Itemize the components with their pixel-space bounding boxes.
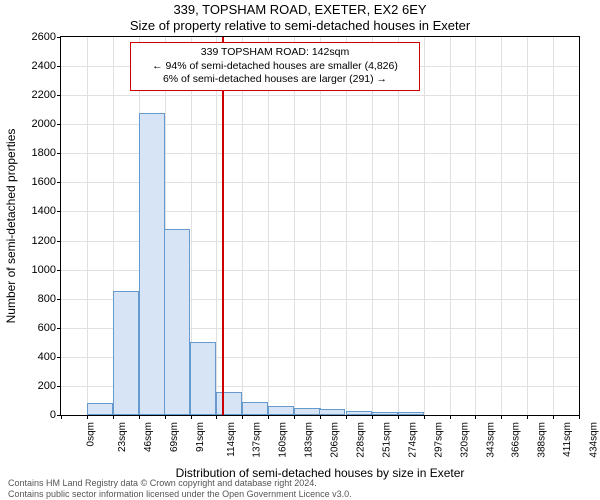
histogram-bar [139, 113, 165, 415]
gridline-vertical [553, 37, 554, 415]
histogram-bar [242, 402, 268, 415]
y-tick-label: 1000 [16, 264, 56, 276]
y-tick-label: 600 [16, 322, 56, 334]
gridline-vertical [320, 37, 321, 415]
x-tick-label: 114sqm [225, 422, 236, 457]
y-tick-label: 2000 [16, 118, 56, 130]
gridline-vertical [501, 37, 502, 415]
x-tick-label: 46sqm [143, 422, 154, 452]
x-tick-label: 91sqm [195, 422, 206, 452]
x-tick-label: 0sqm [85, 422, 96, 446]
chart-container: 339, TOPSHAM ROAD, EXETER, EX2 6EY Size … [0, 0, 600, 500]
gridline-vertical [450, 37, 451, 415]
x-tick-label: 137sqm [252, 422, 263, 458]
x-tick-label: 23sqm [117, 422, 128, 452]
x-tick-label: 251sqm [381, 422, 392, 458]
x-tick-label: 228sqm [356, 422, 367, 458]
annotation-line-3: 6% of semi-detached houses are larger (2… [137, 73, 413, 87]
y-tick-label: 1800 [16, 147, 56, 159]
annotation-box: 339 TOPSHAM ROAD: 142sqm ← 94% of semi-d… [130, 42, 420, 91]
histogram-bar [190, 342, 216, 415]
x-tick-label: 297sqm [433, 422, 444, 458]
gridline-vertical [268, 37, 269, 415]
x-tick-label: 366sqm [511, 422, 522, 458]
annotation-line-1: 339 TOPSHAM ROAD: 142sqm [137, 46, 413, 60]
footer-text: Contains HM Land Registry data © Crown c… [8, 478, 352, 499]
y-tick-label: 200 [16, 380, 56, 392]
y-tick-label: 1200 [16, 235, 56, 247]
histogram-bar [268, 406, 294, 415]
y-tick-label: 2200 [16, 89, 56, 101]
title-line-2: Size of property relative to semi-detach… [0, 18, 600, 33]
histogram-bar [164, 229, 190, 415]
y-tick-label: 1400 [16, 205, 56, 217]
histogram-bar [294, 408, 320, 415]
gridline-vertical [424, 37, 425, 415]
x-tick-label: 320sqm [459, 422, 470, 458]
histogram-bar [113, 291, 139, 415]
y-tick-label: 2600 [16, 31, 56, 43]
y-tick-label: 400 [16, 351, 56, 363]
histogram-bar [372, 412, 398, 415]
footer-line-1: Contains HM Land Registry data © Crown c… [8, 478, 352, 488]
x-tick-label: 206sqm [330, 422, 341, 458]
x-tick-label: 343sqm [485, 422, 496, 458]
x-tick-label: 183sqm [304, 422, 315, 458]
property-marker-line [222, 37, 224, 415]
gridline-vertical [216, 37, 217, 415]
plot-area [60, 36, 580, 416]
gridline-vertical [398, 37, 399, 415]
y-tick-label: 2400 [16, 60, 56, 72]
gridline-vertical [242, 37, 243, 415]
x-tick-label: 411sqm [562, 422, 573, 457]
x-tick-label: 160sqm [278, 422, 289, 458]
histogram-bar [87, 403, 113, 415]
histogram-bar [319, 409, 345, 415]
histogram-bar [216, 392, 242, 415]
x-tick-label: 274sqm [407, 422, 418, 458]
y-tick-label: 1600 [16, 176, 56, 188]
histogram-bar [346, 411, 372, 415]
histogram-bar [398, 412, 424, 415]
x-tick-label: 434sqm [589, 422, 600, 458]
gridline-vertical [372, 37, 373, 415]
y-tick-label: 0 [16, 409, 56, 421]
gridline-vertical [346, 37, 347, 415]
gridline-vertical [294, 37, 295, 415]
footer-line-2: Contains public sector information licen… [8, 489, 352, 499]
annotation-line-2: ← 94% of semi-detached houses are smalle… [137, 60, 413, 74]
x-tick-label: 69sqm [169, 422, 180, 452]
gridline-vertical [87, 37, 88, 415]
gridline-vertical [475, 37, 476, 415]
gridline-vertical [527, 37, 528, 415]
y-tick-label: 800 [16, 293, 56, 305]
title-line-1: 339, TOPSHAM ROAD, EXETER, EX2 6EY [0, 2, 600, 17]
x-tick-label: 388sqm [537, 422, 548, 458]
